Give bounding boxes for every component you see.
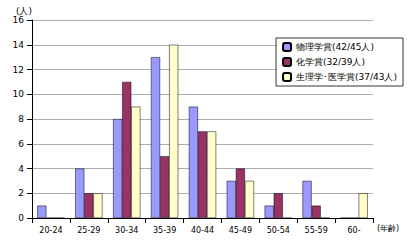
svg-text:生理学･医学賞(37/43人): 生理学･医学賞(37/43人)	[296, 72, 397, 82]
svg-text:(年齢): (年齢)	[377, 224, 399, 233]
svg-text:45-49: 45-49	[229, 226, 252, 235]
svg-text:10: 10	[13, 89, 25, 99]
svg-text:55-59: 55-59	[305, 226, 328, 235]
svg-text:50-54: 50-54	[267, 226, 290, 235]
svg-text:12: 12	[13, 65, 24, 75]
svg-text:4: 4	[18, 164, 24, 174]
svg-text:2: 2	[18, 188, 24, 198]
svg-text:20-24: 20-24	[39, 226, 62, 235]
svg-text:60-: 60-	[348, 226, 361, 235]
svg-text:40-44: 40-44	[191, 226, 214, 235]
svg-text:8: 8	[18, 114, 24, 124]
svg-text:35-39: 35-39	[153, 226, 176, 235]
svg-text:化学賞(32/39人): 化学賞(32/39人)	[296, 57, 365, 67]
svg-text:物理学賞(42/45人): 物理学賞(42/45人)	[296, 42, 374, 52]
svg-text:25-29: 25-29	[77, 226, 100, 235]
svg-text:(人): (人)	[16, 6, 32, 17]
svg-text:0: 0	[18, 213, 24, 223]
svg-text:6: 6	[18, 139, 24, 149]
svg-text:14: 14	[13, 40, 25, 50]
svg-text:30-34: 30-34	[115, 226, 138, 235]
svg-text:16: 16	[13, 15, 25, 25]
